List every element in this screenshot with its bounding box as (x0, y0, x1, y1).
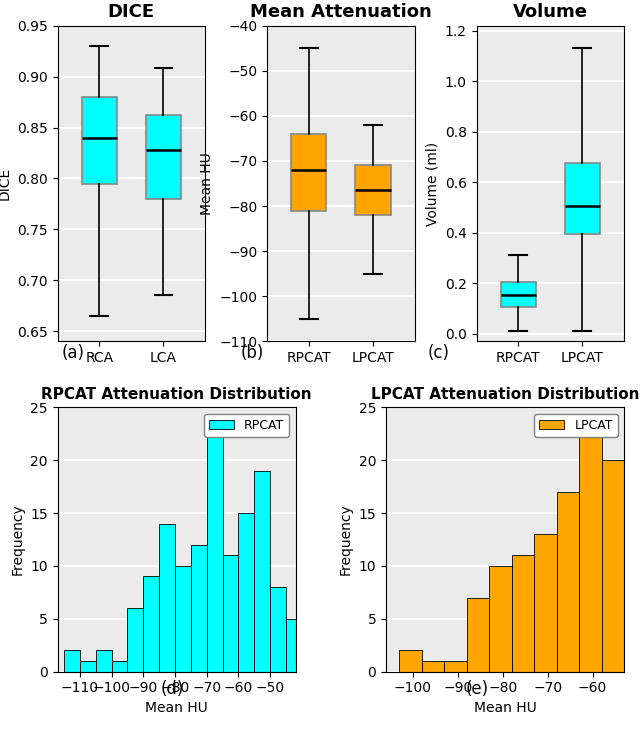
Title: Volume: Volume (513, 4, 588, 21)
Y-axis label: DICE: DICE (0, 167, 12, 200)
Bar (512, 556, 534, 672)
Bar (159, 523, 175, 672)
Text: (c): (c) (428, 344, 449, 362)
Bar (333, 629, 349, 672)
Text: (d): (d) (161, 680, 184, 697)
Bar (127, 608, 143, 672)
Legend: LPCAT: LPCAT (534, 414, 618, 437)
Bar (467, 597, 490, 672)
Bar (318, 650, 333, 672)
Bar (80, 661, 95, 672)
Y-axis label: Frequency: Frequency (11, 504, 25, 575)
Bar (534, 534, 557, 672)
Bar (207, 429, 223, 672)
Bar (422, 661, 444, 672)
Bar (302, 640, 318, 672)
Bar (490, 566, 512, 672)
PathPatch shape (146, 115, 181, 199)
Bar (557, 492, 579, 672)
Bar (111, 661, 127, 672)
Y-axis label: Mean HU: Mean HU (200, 152, 214, 215)
Title: DICE: DICE (108, 4, 155, 21)
Bar (444, 661, 467, 672)
Text: (e): (e) (465, 680, 488, 697)
PathPatch shape (564, 163, 600, 234)
Bar (254, 470, 270, 672)
Title: RPCAT Attenuation Distribution: RPCAT Attenuation Distribution (41, 387, 312, 402)
PathPatch shape (291, 134, 326, 211)
Bar (239, 513, 254, 672)
Bar (270, 587, 286, 672)
X-axis label: Mean HU: Mean HU (145, 701, 208, 715)
Text: (b): (b) (241, 344, 264, 362)
Y-axis label: Frequency: Frequency (339, 504, 353, 575)
Bar (602, 460, 624, 672)
Text: (a): (a) (62, 344, 85, 362)
Bar (399, 650, 422, 672)
Bar (95, 650, 111, 672)
Bar (223, 556, 239, 672)
Bar (579, 429, 602, 672)
X-axis label: Mean HU: Mean HU (474, 701, 536, 715)
Bar (64, 650, 80, 672)
Y-axis label: Volume (ml): Volume (ml) (425, 142, 439, 225)
Title: Mean Attenuation: Mean Attenuation (250, 4, 431, 21)
PathPatch shape (500, 282, 536, 308)
Bar (624, 470, 640, 672)
PathPatch shape (355, 165, 390, 215)
Bar (175, 566, 191, 672)
Bar (286, 619, 302, 672)
Bar (191, 545, 207, 672)
Bar (143, 576, 159, 672)
Title: LPCAT Attenuation Distribution: LPCAT Attenuation Distribution (371, 387, 639, 402)
Legend: RPCAT: RPCAT (204, 414, 289, 437)
PathPatch shape (82, 97, 117, 184)
